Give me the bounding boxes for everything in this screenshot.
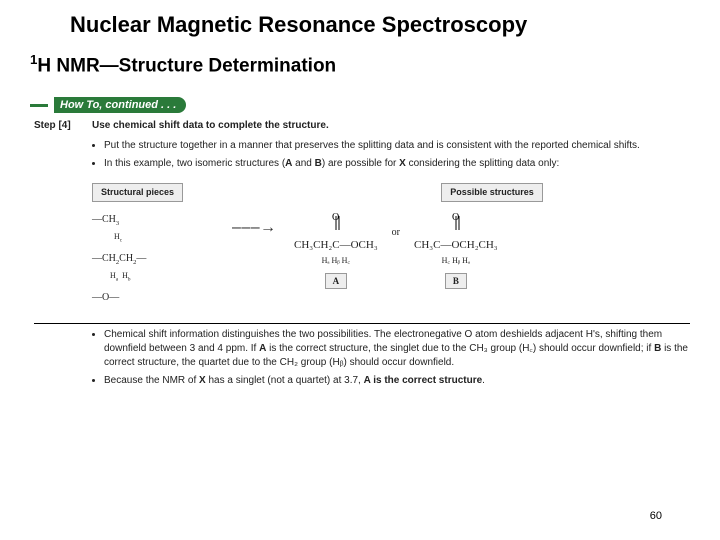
b2a: In this example, two isomeric structures…: [104, 158, 285, 169]
b2bold3: X: [399, 158, 406, 169]
structB-formula: CH₃C—OCH₂CH₃: [414, 238, 498, 253]
svg-text:O: O: [452, 212, 459, 223]
step-row: Step [4] Use chemical shift data to comp…: [34, 119, 690, 133]
piece-3: —O—: [92, 290, 212, 305]
structure-b: O CH₃C—OCH₂CH₃ H꜀ Hᵦ Hₐ B: [414, 212, 498, 289]
p2a: —CH: [92, 253, 116, 264]
step-title: Use chemical shift data to complete the …: [92, 119, 329, 133]
content-block: Step [4] Use chemical shift data to comp…: [30, 119, 690, 388]
bullet-3: Chemical shift information distinguishes…: [104, 328, 690, 370]
p2b: CH: [119, 253, 133, 264]
label-possible: Possible structures: [441, 183, 543, 202]
b2b: ) are possible for: [322, 158, 399, 169]
b4a: Because the NMR of: [104, 375, 199, 386]
diagram-area: Structural pieces —CH3 Hc —CH2CH2— Ha Hb…: [34, 175, 690, 324]
piece-2: —CH2CH2— Ha Hb: [92, 251, 212, 284]
structA-formula: CH₃CH₂C—OCH₃: [294, 238, 378, 253]
bullet-4: Because the NMR of X has a singlet (not …: [104, 374, 690, 388]
bullet-list-bottom: Chemical shift information distinguishes…: [34, 328, 690, 388]
p1s: 3: [116, 220, 119, 227]
b4bold1: X: [199, 375, 206, 386]
diagram-flex: Structural pieces —CH3 Hc —CH2CH2— Ha Hb…: [92, 183, 690, 311]
structures-row: O CH₃CH₂C—OCH₃ Hₐ Hᵦ H꜀ A or: [294, 212, 690, 289]
arrow-column: – – – →: [232, 183, 274, 273]
howto-header: How To, continued . . .: [30, 97, 690, 113]
p2d: —: [136, 253, 146, 264]
svg-text:O: O: [332, 212, 339, 223]
bullet-list-top: Put the structure together in a manner t…: [34, 139, 690, 171]
or-label: or: [392, 226, 400, 240]
carbonyl-icon-b: O: [441, 212, 471, 234]
carbonyl-icon-a: O: [321, 212, 351, 234]
b2m: and: [292, 158, 314, 169]
structure-a: O CH₃CH₂C—OCH₃ Hₐ Hᵦ H꜀ A: [294, 212, 378, 289]
b4bold2: A is the correct structure: [364, 375, 483, 386]
structA-hlabels: Hₐ Hᵦ H꜀: [294, 255, 378, 266]
bullet-1: Put the structure together in a manner t…: [104, 139, 690, 153]
structB-hlabels: H꜀ Hᵦ Hₐ: [414, 255, 498, 266]
b4c: .: [482, 375, 485, 386]
b4b: has a singlet (not a quartet) at 3.7,: [206, 375, 364, 386]
subtitle-text: H NMR—Structure Determination: [37, 55, 336, 76]
slide: Nuclear Magnetic Resonance Spectroscopy …: [0, 0, 720, 388]
page-title: Nuclear Magnetic Resonance Spectroscopy: [70, 12, 690, 38]
possible-column: Possible structures O CH₃CH₂C—OCH₃ Hₐ Hᵦ…: [294, 183, 690, 289]
struct-box-b: B: [445, 273, 467, 290]
howto-label: How To, continued . . .: [54, 97, 186, 113]
p1m: —CH: [92, 214, 116, 225]
step-label: Step [4]: [34, 119, 78, 133]
label-pieces: Structural pieces: [92, 183, 183, 202]
b3b: is the correct structure, the singlet du…: [266, 343, 654, 354]
p1h: Hc: [114, 232, 122, 241]
b2end: considering the splitting data only:: [406, 158, 559, 169]
pieces-column: Structural pieces —CH3 Hc —CH2CH2— Ha Hb…: [92, 183, 212, 311]
piece-group: —CH3 Hc —CH2CH2— Ha Hb —O—: [92, 212, 212, 305]
bullet-2: In this example, two isomeric structures…: [104, 157, 690, 171]
p2h: Ha Hb: [110, 271, 130, 280]
arrow-icon: – – – →: [232, 217, 274, 239]
green-dash: [30, 104, 48, 107]
struct-box-a: A: [325, 273, 348, 290]
b2bold2: B: [315, 158, 322, 169]
subtitle: 1H NMR—Structure Determination: [30, 52, 690, 77]
page-number: 60: [650, 510, 662, 522]
piece-1: —CH3 Hc: [92, 212, 212, 245]
